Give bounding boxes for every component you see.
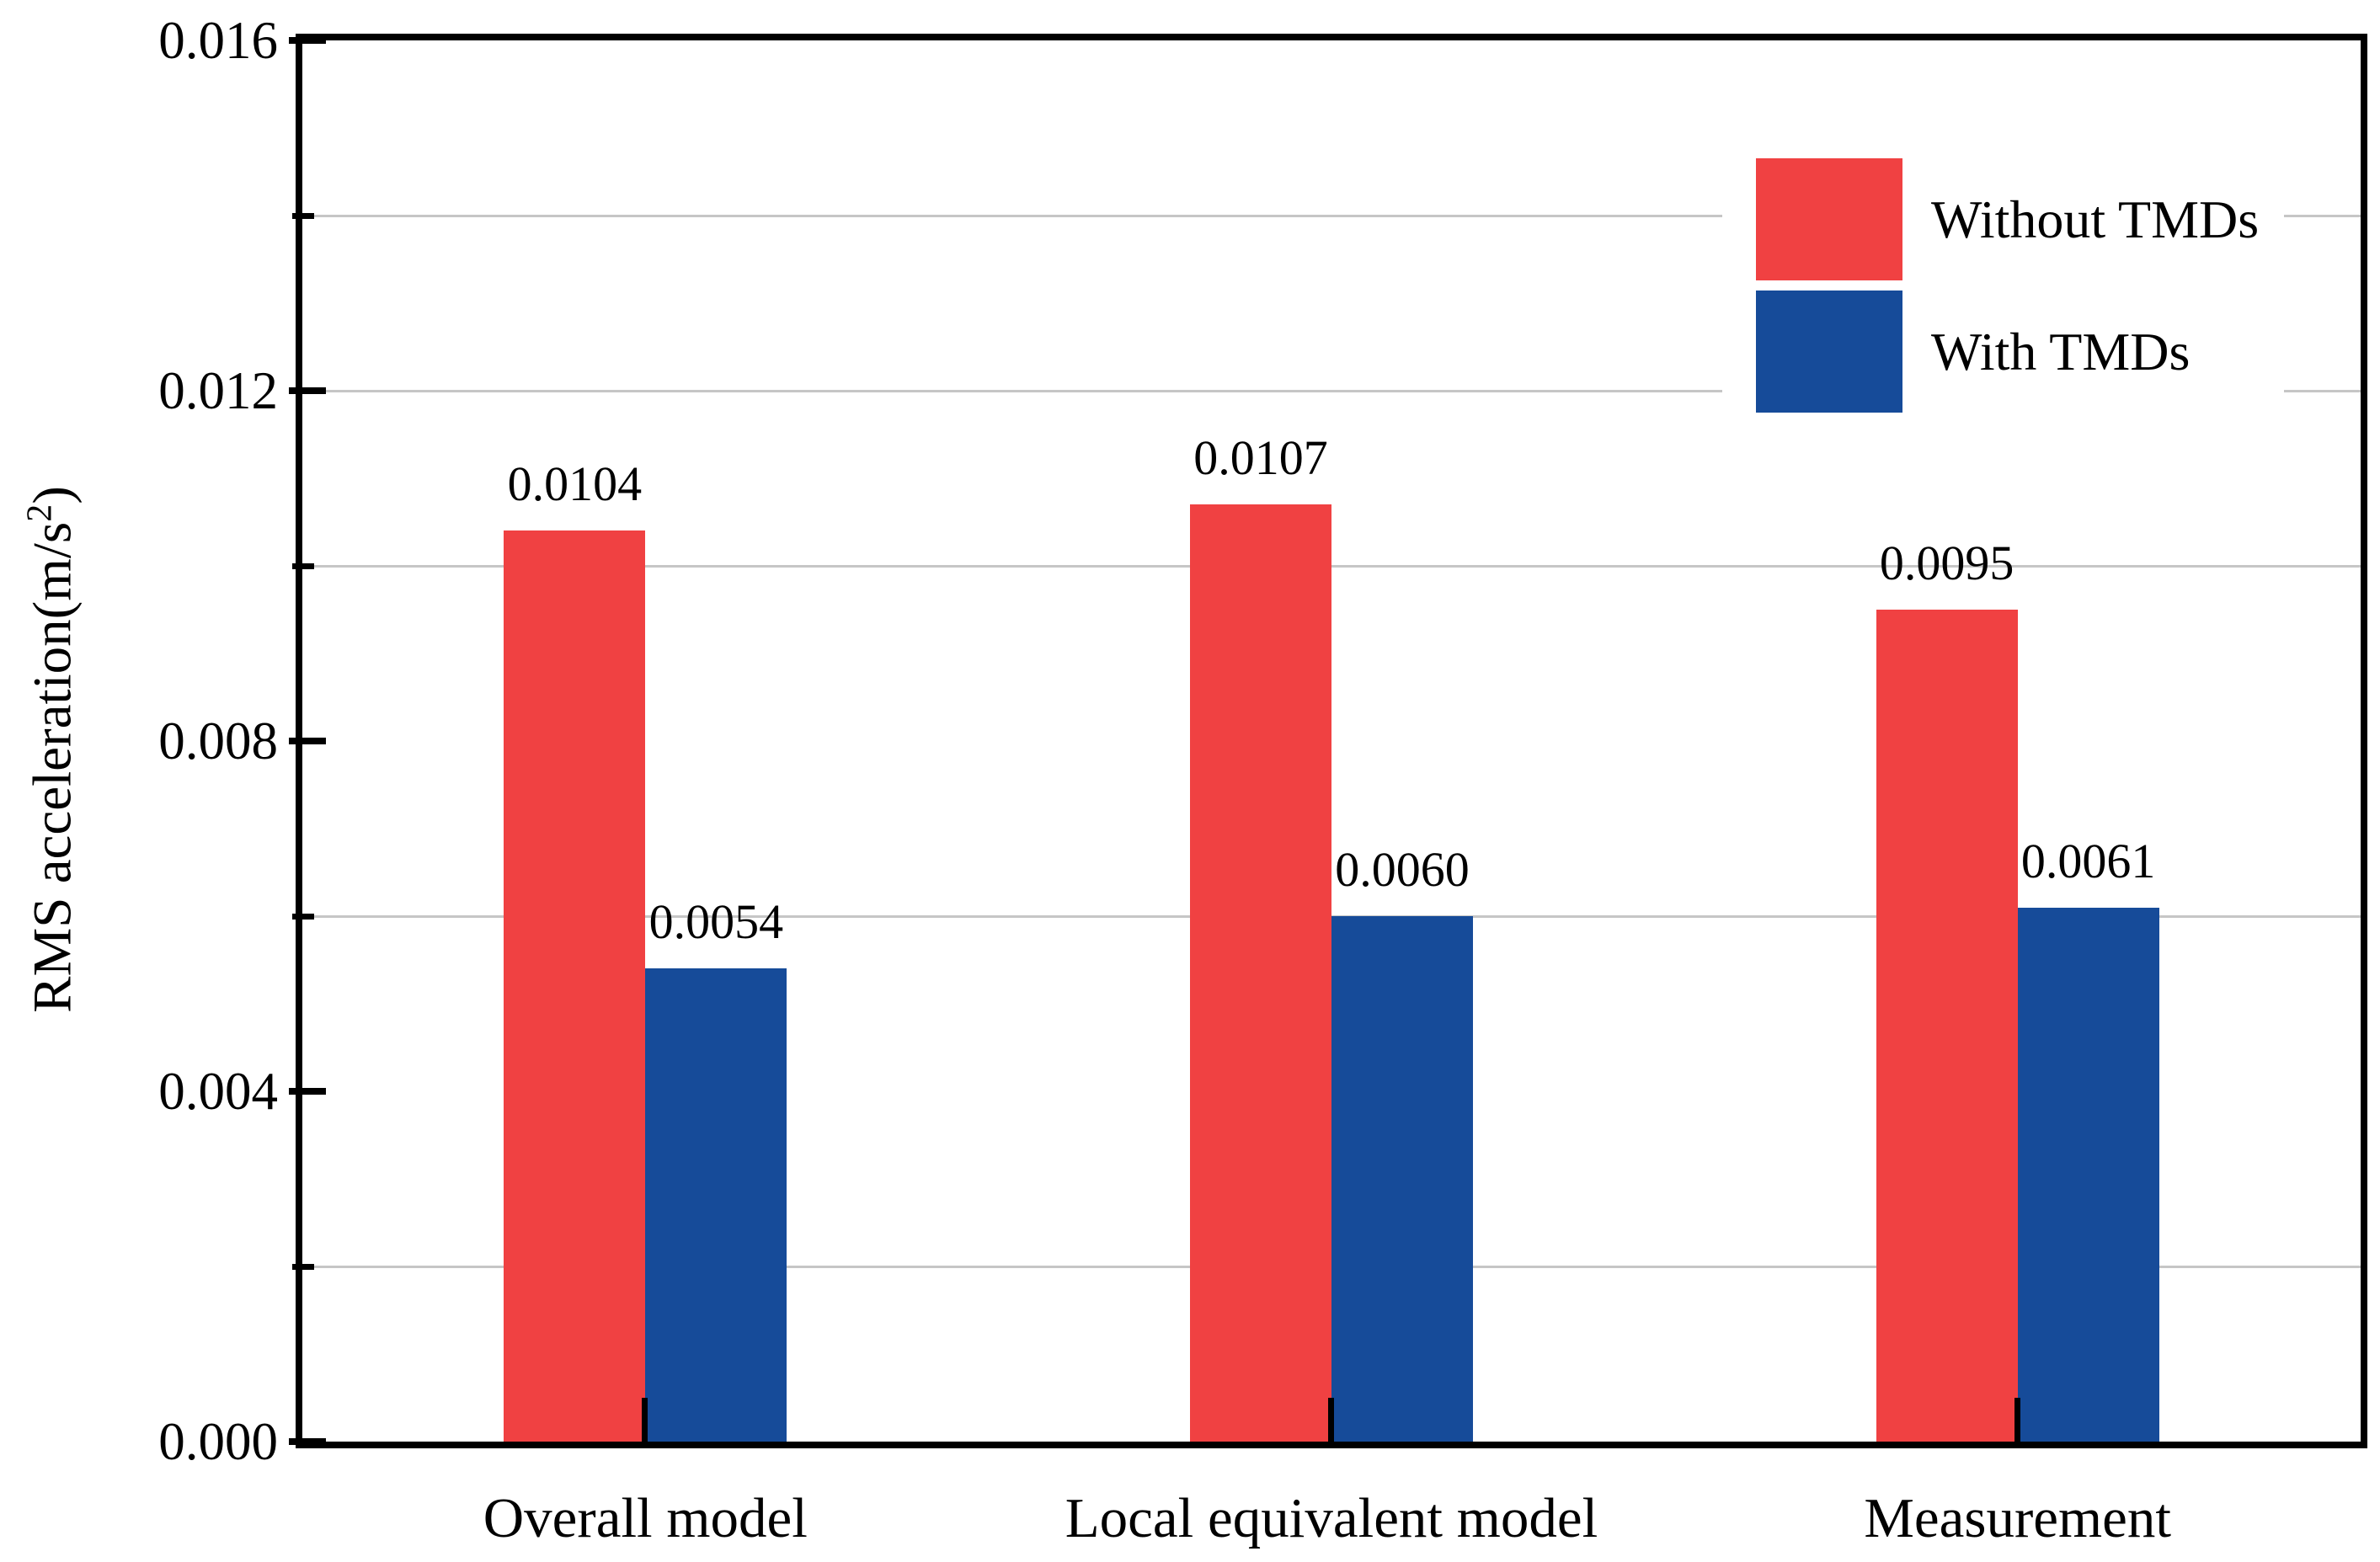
value-label-with-tmds-measurement: 0.0061: [2020, 833, 2156, 888]
y-axis-title-close: ): [22, 486, 83, 504]
legend-label-with-tmds: With TMDs: [1931, 321, 2191, 381]
x-tick-measurement: [2014, 1398, 2020, 1442]
bar-without-tmds-overall-model: [504, 530, 646, 1442]
gridline-0.014: [302, 214, 2361, 217]
y-major-tick-0.004: [289, 1088, 326, 1095]
value-label-without-tmds-local-equivalent-model: 0.0107: [1193, 430, 1328, 486]
value-label-with-tmds-overall-model: 0.0054: [648, 894, 784, 950]
x-category-label-local-equivalent-model: Local equivalent model: [1065, 1487, 1598, 1549]
value-label-without-tmds-overall-model: 0.0104: [507, 456, 643, 512]
legend-item-without-tmds: Without TMDs: [1756, 158, 2259, 280]
value-label-with-tmds-local-equivalent-model: 0.0060: [1335, 842, 1470, 897]
y-minor-tick-0.014: [292, 213, 314, 219]
value-label-without-tmds-measurement: 0.0095: [1879, 536, 2014, 590]
y-minor-tick-0.002: [292, 1264, 314, 1270]
legend-swatch-with-tmds: [1756, 291, 1902, 413]
bar-with-tmds-local-equivalent-model: [1331, 916, 1473, 1442]
bar-with-tmds-measurement: [2017, 907, 2159, 1442]
y-minor-tick-0.01: [292, 563, 314, 569]
legend: Without TMDs With TMDs: [1722, 141, 2285, 429]
legend-swatch-without-tmds: [1756, 158, 1902, 280]
y-axis-title-superscript: 2: [20, 504, 60, 522]
y-major-tick-0.016: [289, 37, 326, 44]
y-major-tick-0.012: [289, 387, 326, 394]
x-tick-local-equivalent-model: [1328, 1398, 1334, 1442]
bar-with-tmds-overall-model: [645, 968, 787, 1442]
legend-item-with-tmds: With TMDs: [1756, 291, 2259, 413]
y-major-tick-0.000: [289, 1438, 326, 1445]
x-category-label-overall-model: Overall model: [483, 1487, 808, 1549]
y-minor-tick-0.006: [292, 914, 314, 920]
bar-without-tmds-local-equivalent-model: [1190, 504, 1331, 1442]
gridline-0.01: [302, 564, 2361, 568]
bar-without-tmds-measurement: [1876, 610, 2018, 1442]
gridline-0.012: [302, 389, 2361, 392]
plot-area: 0.0104 0.0054 0.0107 0.0060 0.0095 0.0061: [302, 40, 2361, 1442]
legend-label-without-tmds: Without TMDs: [1931, 189, 2260, 249]
y-tick-label-0.016: 0.016: [158, 11, 278, 70]
y-tick-label-0.012: 0.012: [158, 361, 278, 420]
y-tick-label-0.004: 0.004: [158, 1062, 278, 1121]
y-tick-label-0.000: 0.000: [158, 1412, 278, 1471]
y-tick-label-0.008: 0.008: [158, 712, 278, 770]
x-tick-overall-model: [642, 1398, 648, 1442]
y-major-tick-0.008: [289, 738, 326, 744]
x-category-label-measurement: Measurement: [1864, 1487, 2171, 1549]
